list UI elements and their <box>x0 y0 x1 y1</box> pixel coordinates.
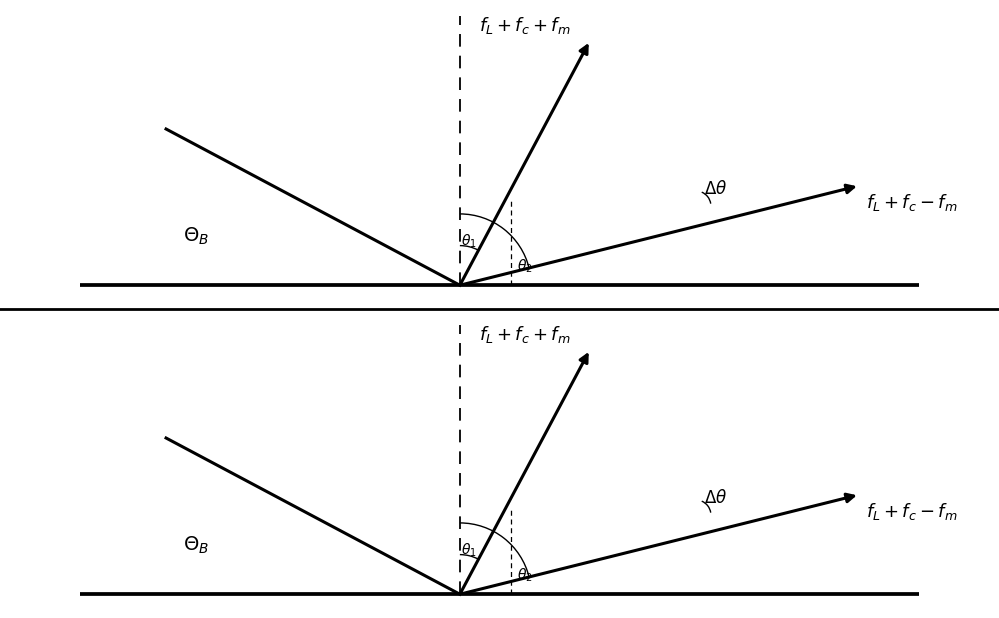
Text: $\mathit{\theta_1}$: $\mathit{\theta_1}$ <box>462 541 478 559</box>
Text: $\mathit{\Theta_B}$: $\mathit{\Theta_B}$ <box>183 226 209 247</box>
Text: $\Delta\theta$: $\Delta\theta$ <box>703 489 727 507</box>
Text: $\mathit{\Theta_B}$: $\mathit{\Theta_B}$ <box>183 535 209 556</box>
Text: $\mathit{\theta_2}$: $\mathit{\theta_2}$ <box>516 567 532 585</box>
Text: $\mathit{\theta_1}$: $\mathit{\theta_1}$ <box>462 232 478 250</box>
Text: $f_L+f_c+f_m$: $f_L+f_c+f_m$ <box>480 15 570 36</box>
Text: $\mathit{\theta_2}$: $\mathit{\theta_2}$ <box>516 258 532 276</box>
Text: $f_L+f_c+f_m$: $f_L+f_c+f_m$ <box>480 324 570 345</box>
Text: $f_L+f_c-f_m$: $f_L+f_c-f_m$ <box>866 192 958 213</box>
Text: $\Delta\theta$: $\Delta\theta$ <box>703 180 727 198</box>
Text: $f_L+f_c-f_m$: $f_L+f_c-f_m$ <box>866 501 958 522</box>
